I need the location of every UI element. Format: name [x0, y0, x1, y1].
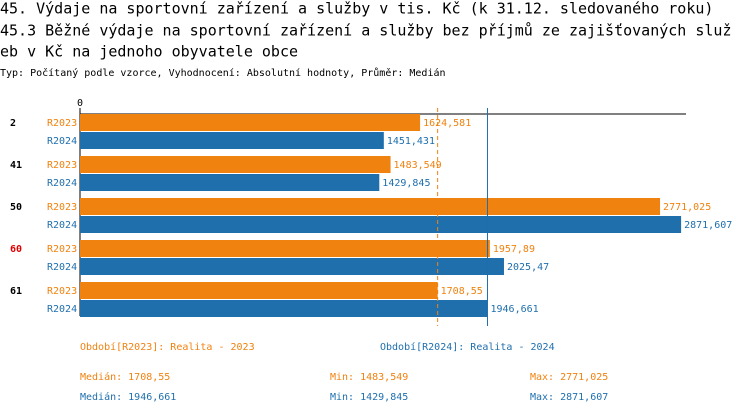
- value-label: 1451,431: [387, 136, 435, 147]
- stat-value: 1429,845: [360, 392, 408, 403]
- bar: [80, 198, 661, 215]
- series-label: R2024: [47, 136, 77, 147]
- stat-min: Min: 1429,845: [330, 392, 408, 403]
- category-label: 2: [10, 118, 16, 129]
- bar: [80, 114, 421, 131]
- value-label: 1946,661: [490, 304, 538, 315]
- bar: [80, 300, 488, 317]
- stat-label: Min:: [330, 392, 354, 403]
- value-label: 2771,025: [663, 202, 711, 213]
- stat-label: Medián:: [80, 371, 122, 383]
- series-label: R2023: [47, 118, 77, 129]
- bar: [80, 132, 384, 149]
- value-label: 2871,607: [684, 220, 732, 231]
- bar: [80, 282, 438, 299]
- bar: [80, 156, 391, 173]
- stat-median: Medián: 1708,55: [80, 371, 170, 383]
- legend-entry: Období[R2023]: Realita - 2023: [80, 341, 255, 353]
- category-label: 50: [10, 202, 22, 213]
- stat-max: Max: 2871,607: [530, 392, 608, 403]
- value-label: 1957,89: [493, 244, 535, 255]
- stat-value: 2871,607: [560, 392, 608, 403]
- bar: [80, 240, 490, 257]
- series-label: R2024: [47, 262, 77, 273]
- stat-value: 1483,549: [360, 372, 408, 383]
- value-label: 1429,845: [382, 178, 430, 189]
- stat-median: Medián: 1946,661: [80, 391, 176, 403]
- bar: [80, 174, 380, 191]
- category-label: 41: [10, 160, 22, 171]
- chart-info: Typ: Počítaný podle vzorce, Vyhodnocení:…: [0, 67, 446, 79]
- stat-label: Medián:: [80, 391, 122, 403]
- bar: [80, 258, 504, 275]
- series-label: R2023: [47, 202, 77, 213]
- value-label: 1483,549: [394, 160, 442, 171]
- stat-value: 2771,025: [560, 372, 608, 383]
- stat-label: Min:: [330, 372, 354, 383]
- series-label: R2024: [47, 304, 77, 315]
- value-label: 2025,47: [507, 262, 549, 273]
- stat-min: Min: 1483,549: [330, 372, 408, 383]
- series-label: R2023: [47, 160, 77, 171]
- chart-subtitle: eb v Kč na jednoho obyvatele obce: [0, 43, 298, 61]
- stat-value: 1946,661: [128, 392, 176, 403]
- bar: [80, 216, 682, 233]
- chart-title: 45. Výdaje na sportovní zařízení a služb…: [0, 0, 713, 18]
- stat-label: Max:: [530, 392, 554, 403]
- value-label: 1708,55: [441, 286, 483, 297]
- stat-label: Max:: [530, 372, 554, 383]
- chart-subtitle: 45.3 Běžné výdaje na sportovní zařízení …: [0, 22, 732, 40]
- stat-value: 1708,55: [128, 372, 170, 383]
- value-label: 1624,581: [423, 118, 471, 129]
- series-label: R2024: [47, 178, 77, 189]
- series-label: R2023: [47, 244, 77, 255]
- legend-entry: Období[R2024]: Realita - 2024: [380, 341, 555, 353]
- category-label: 60: [10, 244, 22, 255]
- series-label: R2024: [47, 220, 77, 231]
- x-tick-label: 0: [77, 98, 83, 109]
- series-label: R2023: [47, 286, 77, 297]
- stat-max: Max: 2771,025: [530, 372, 608, 383]
- category-label: 61: [10, 286, 22, 297]
